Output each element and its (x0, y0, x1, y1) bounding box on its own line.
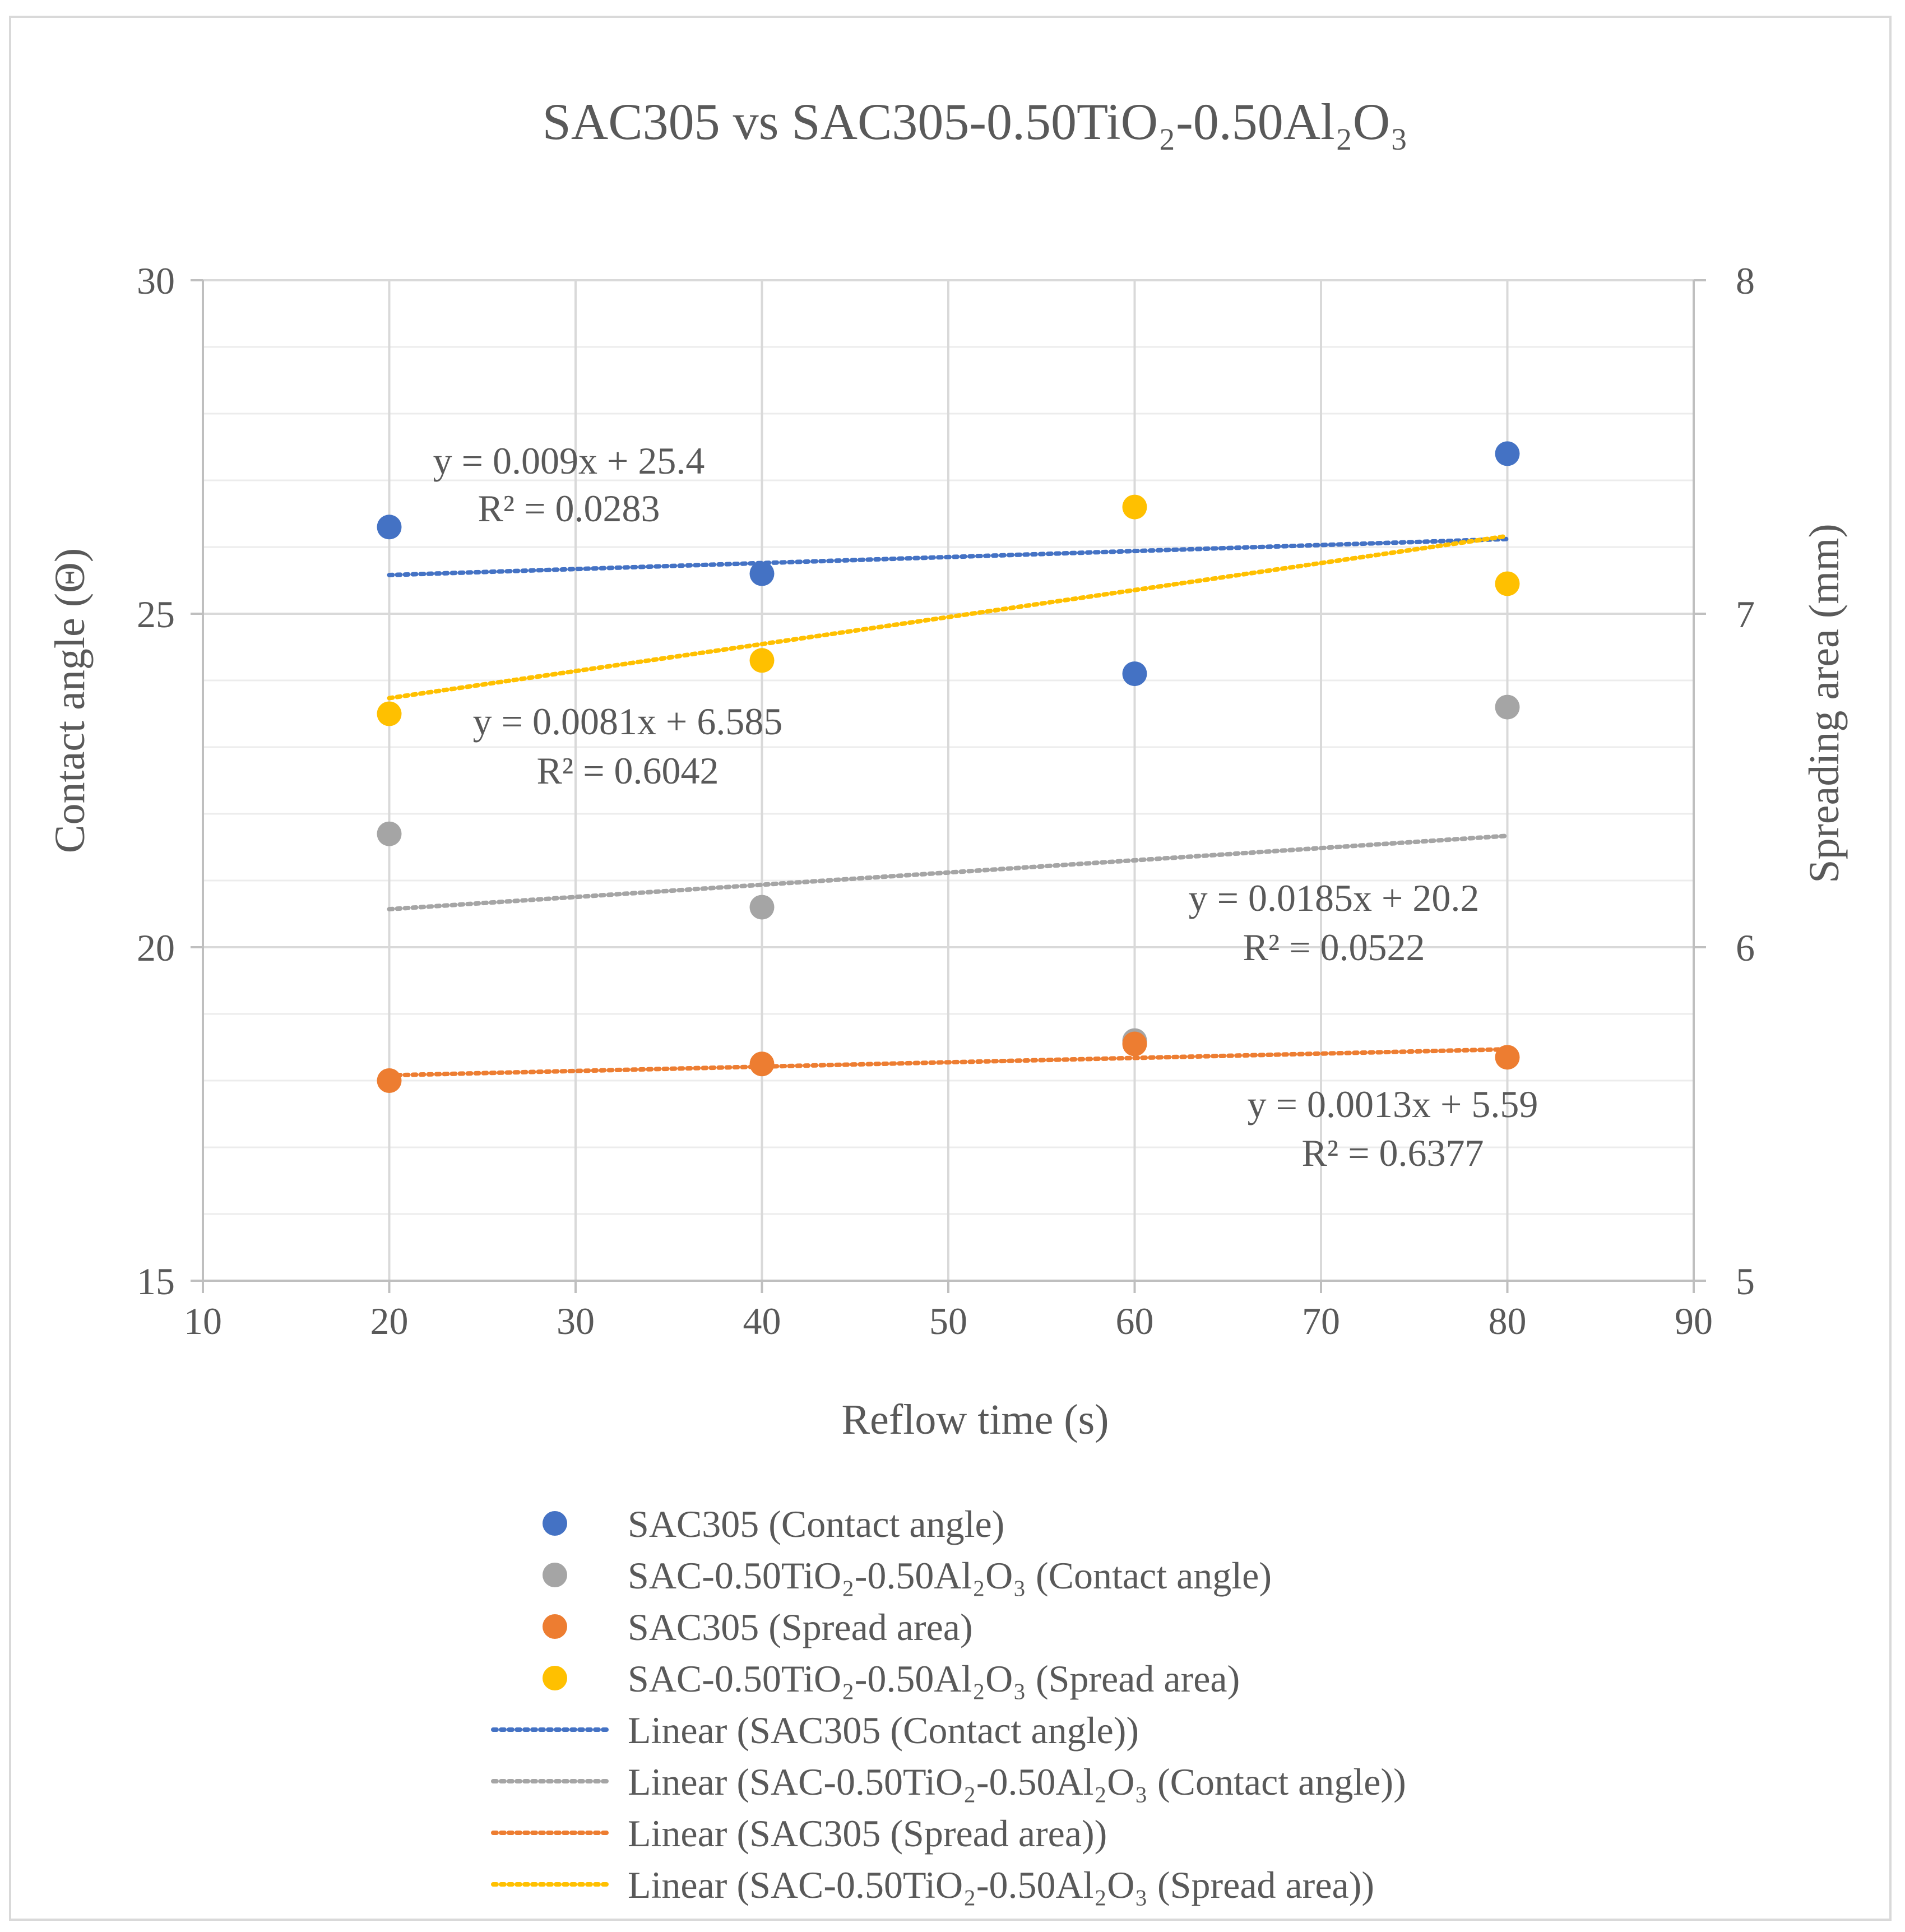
data-point-series-2 (749, 1051, 775, 1077)
x-tick-label: 10 (184, 1300, 222, 1342)
data-point-series-3 (1495, 571, 1520, 596)
trendline-2 (387, 1047, 1510, 1078)
legend-label: SAC305 (Contact angle) (628, 1503, 1004, 1545)
x-tick-label: 60 (1116, 1300, 1154, 1342)
equation-blue-line2: R² = 0.0283 (478, 487, 660, 530)
trendline-0 (387, 536, 1510, 577)
y-axis-label: Contact angle (Θ) (47, 548, 94, 853)
legend-marker-2 (543, 1614, 567, 1639)
legend-marker-3 (543, 1666, 567, 1690)
data-point-series-3 (1122, 494, 1147, 520)
point-layer (377, 441, 1520, 1093)
x-tick-label: 70 (1302, 1300, 1340, 1342)
data-point-series-0 (749, 561, 775, 586)
y2-axis-label: Spreading area (mm) (1801, 523, 1848, 883)
data-point-series-1 (1495, 694, 1520, 720)
y2-tick-label: 6 (1736, 926, 1755, 969)
data-point-series-2 (1495, 1045, 1520, 1070)
equation-orange-line1: y = 0.0013x + 5.59 (1248, 1083, 1538, 1125)
data-point-series-1 (377, 821, 402, 846)
equation-orange-line2: R² = 0.6377 (1301, 1132, 1484, 1174)
data-point-series-0 (377, 515, 402, 540)
data-point-series-0 (1495, 441, 1520, 466)
y2-tick-label: 5 (1736, 1260, 1755, 1303)
chart-title: SAC305 vs SAC305-0.50TiO₂-0.50Al₂O₃ (543, 93, 1408, 150)
x-tick-label: 30 (557, 1300, 595, 1342)
legend-label: Linear (SAC-0.50TiO₂-0.50Al₂O₃ (Spread a… (628, 1864, 1374, 1906)
legend: SAC305 (Contact angle) SAC-0.50TiO₂-0.50A… (491, 1503, 1406, 1906)
legend-label: Linear (SAC305 (Contact angle)) (628, 1709, 1139, 1752)
y-tick-label: 20 (137, 926, 175, 969)
legend-label: SAC-0.50TiO₂-0.50Al₂O₃ (Spread area) (628, 1657, 1240, 1700)
y-tick-label: 15 (137, 1260, 175, 1303)
y-tick-label: 25 (137, 593, 175, 636)
y2-tick-label: 7 (1736, 593, 1755, 636)
legend-label: Linear (SAC305 (Spread area)) (628, 1812, 1107, 1855)
trendline-layer (387, 534, 1510, 1078)
data-point-series-1 (749, 895, 775, 920)
axis-layer: 10 20 30 40 50 60 70 80 90 15 20 25 30 5 6 7 8 (137, 260, 1755, 1342)
data-point-series-3 (377, 701, 402, 726)
equation-gray-line1: y = 0.0185x + 20.2 (1189, 877, 1480, 919)
x-tick-label: 20 (370, 1300, 409, 1342)
legend-marker-0 (543, 1511, 567, 1536)
x-tick-label: 90 (1675, 1300, 1713, 1342)
equation-gray-line2: R² = 0.0522 (1243, 926, 1425, 969)
data-point-series-0 (1122, 661, 1147, 687)
trendline-3 (387, 534, 1510, 701)
legend-marker-1 (543, 1563, 567, 1587)
chart-frame (9, 16, 1892, 1921)
equation-blue-line1: y = 0.009x + 25.4 (433, 439, 705, 482)
legend-label: Linear (SAC-0.50TiO₂-0.50Al₂O₃ (Contact … (628, 1760, 1406, 1803)
data-point-series-2 (1122, 1031, 1147, 1057)
y2-tick-label: 8 (1736, 260, 1755, 302)
equation-yellow-line1: y = 0.0081x + 6.585 (473, 700, 783, 743)
x-tick-label: 40 (743, 1300, 781, 1342)
data-point-series-3 (749, 648, 775, 673)
trendline-1 (387, 833, 1510, 912)
x-tick-label: 80 (1489, 1300, 1527, 1342)
equation-yellow-line2: R² = 0.6042 (536, 749, 719, 792)
x-axis-label: Reflow time (s) (841, 1396, 1109, 1443)
data-point-series-2 (377, 1068, 402, 1093)
legend-label: SAC-0.50TiO₂-0.50Al₂O₃ (Contact angle) (628, 1554, 1272, 1597)
y-tick-label: 30 (137, 260, 175, 302)
legend-label: SAC305 (Spread area) (628, 1606, 973, 1648)
x-tick-label: 50 (929, 1300, 967, 1342)
